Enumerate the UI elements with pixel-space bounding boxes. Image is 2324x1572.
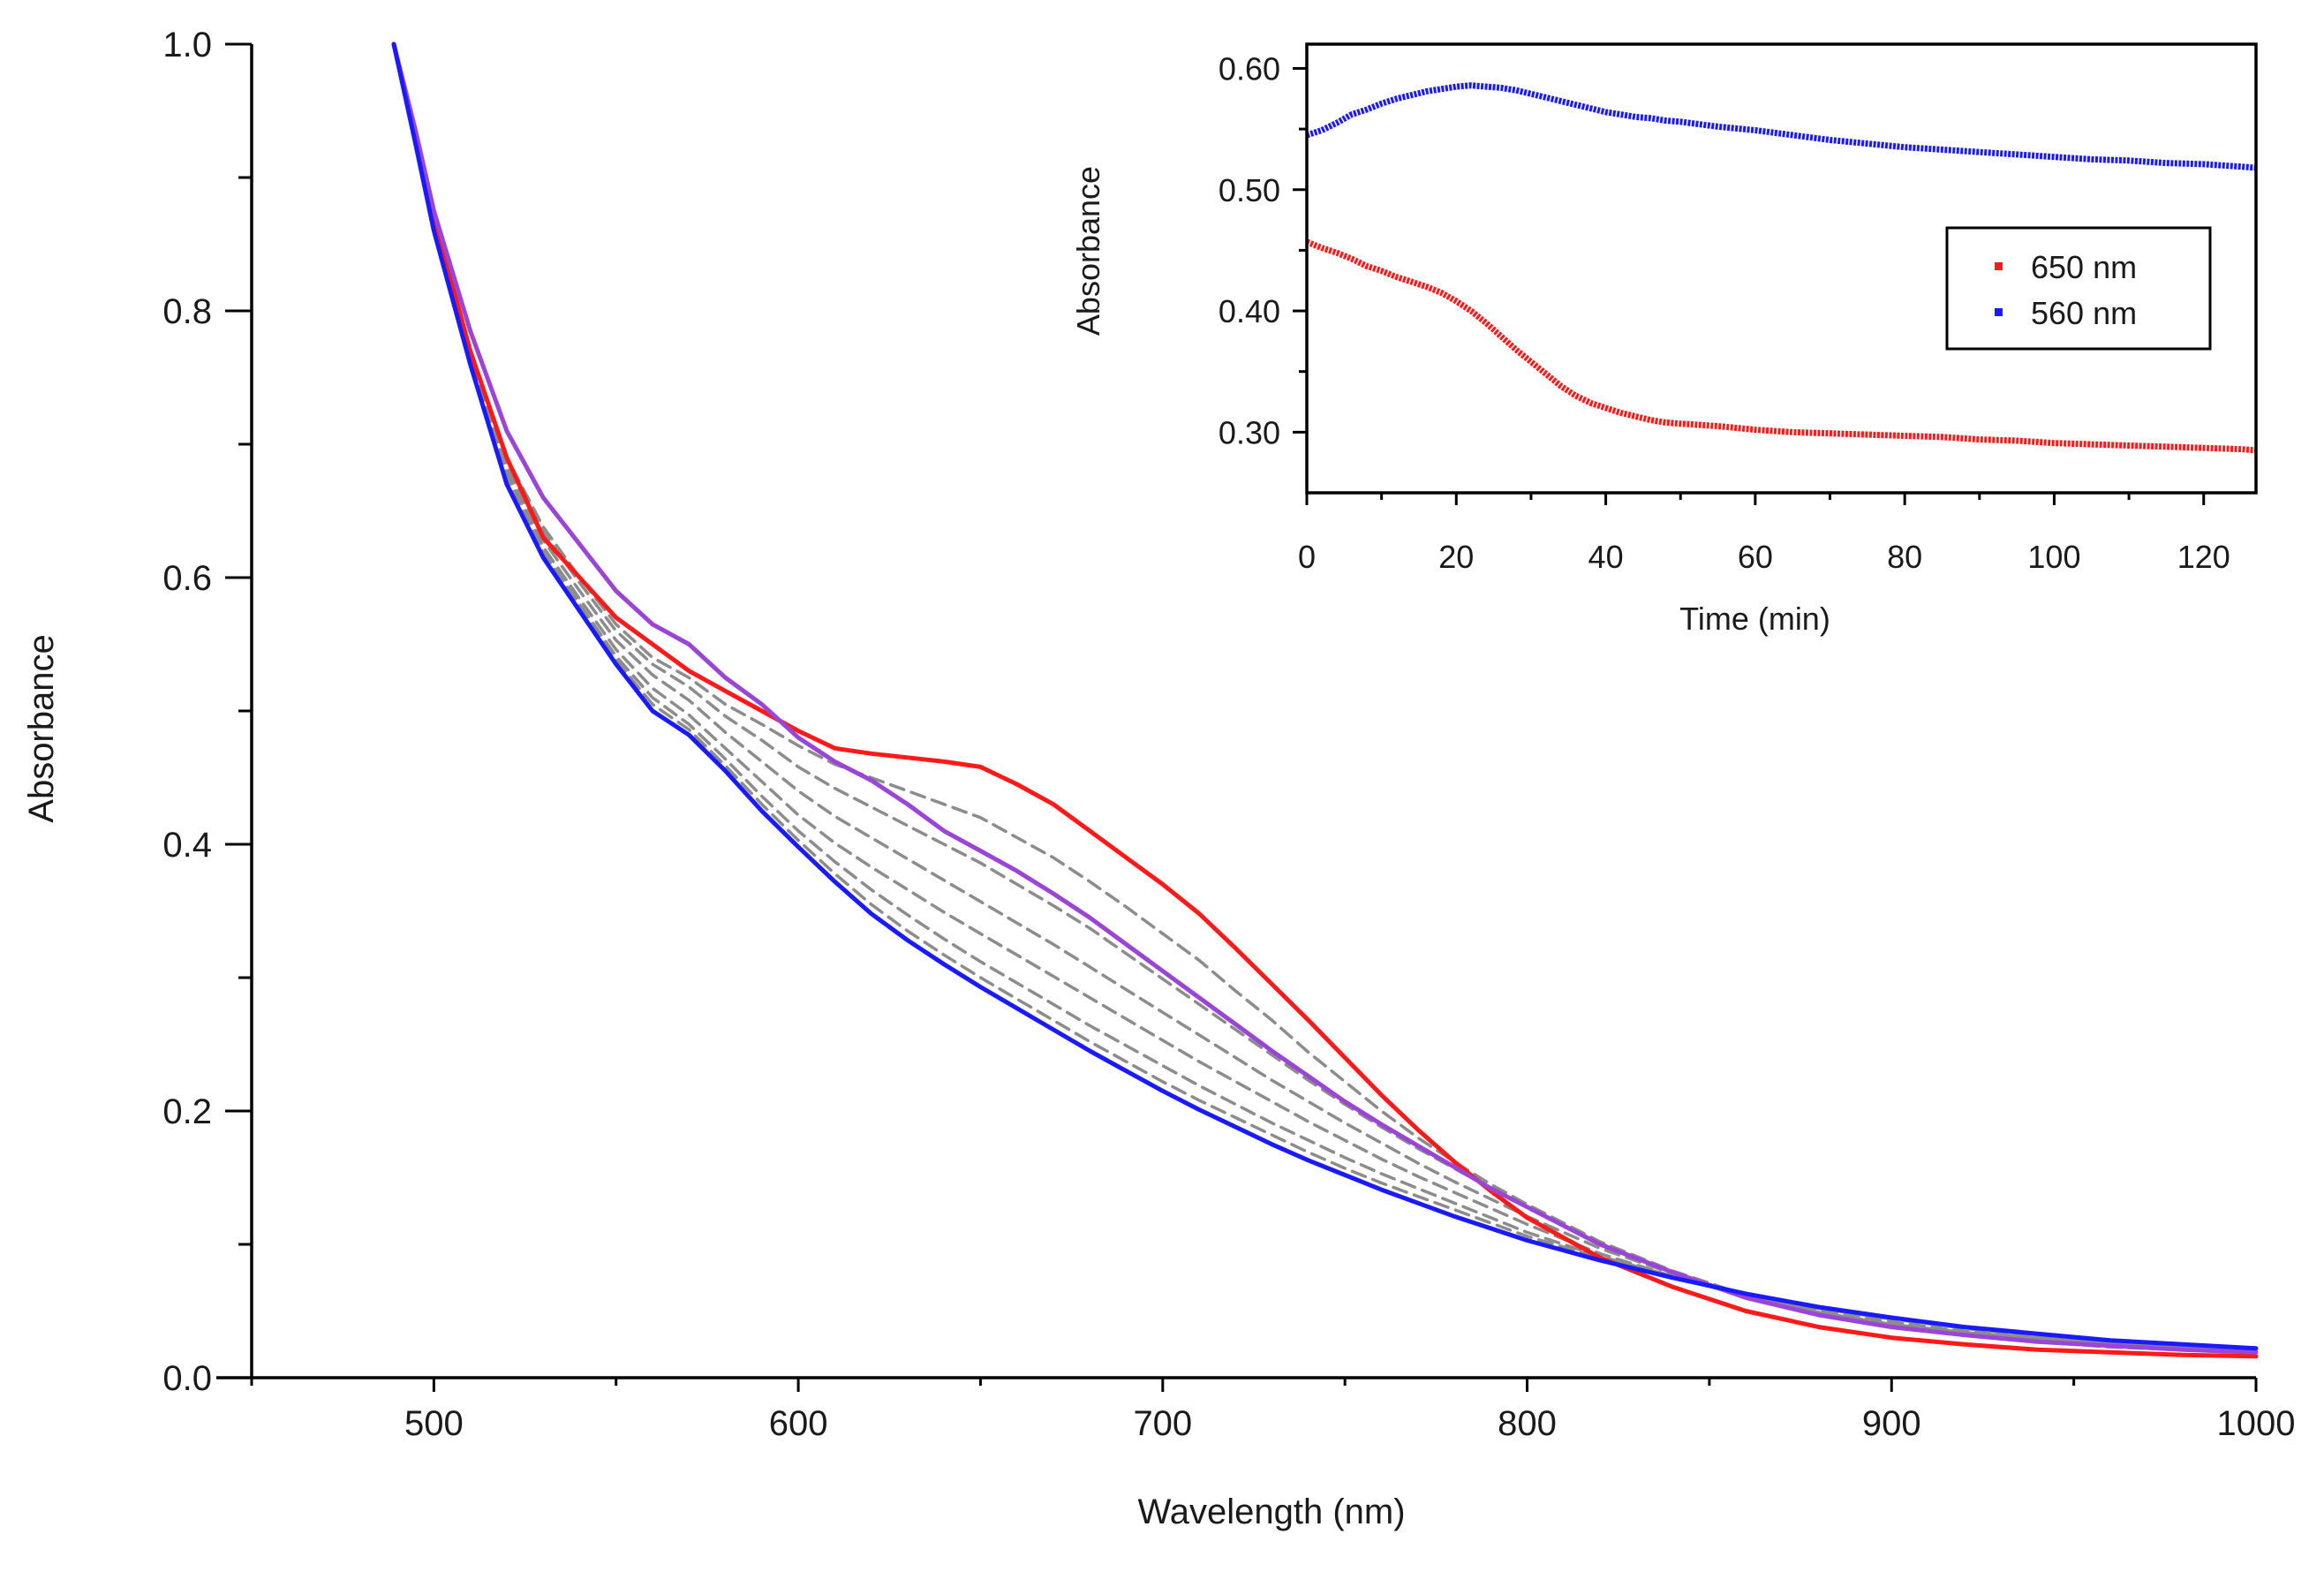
- x-tick-label: 500: [404, 1404, 464, 1443]
- series-line-1: [391, 42, 2259, 1355]
- inset-series-line-1: [1305, 82, 2257, 171]
- legend-label-560nm: 560 nm: [2031, 295, 2137, 331]
- y-tick-label: 0.2: [162, 1092, 212, 1131]
- inset-y-tick-label: 0.40: [1219, 293, 1280, 329]
- inset-x-tick-label: 120: [2177, 539, 2230, 575]
- inset-x-tick-label: 20: [1438, 539, 1474, 575]
- main-series-group: [391, 42, 2259, 1359]
- series-line-2: [391, 42, 2259, 1351]
- inset-y-tick-label: 0.50: [1219, 172, 1280, 208]
- y-tick-label: 0.6: [162, 559, 212, 598]
- x-axis-title: Wavelength (nm): [1137, 1493, 1405, 1531]
- inset-chart: 0 20 40 60 80 100 120 0.30 0.40 0.50 0.60 Time (mi…: [1070, 35, 2269, 652]
- y-tick-label: 0.4: [162, 826, 212, 865]
- inset-x-tick-label: 80: [1887, 539, 1922, 575]
- legend-marker-560nm: [1995, 308, 2003, 316]
- inset-series-line-0: [1305, 238, 2257, 454]
- inset-y-axis-title: Absorbance: [1070, 166, 1106, 336]
- inset-x-tick-label: 60: [1738, 539, 1773, 575]
- inset-x-tick-label: 0: [1298, 539, 1316, 575]
- legend-box: [1945, 226, 2212, 351]
- legend-marker-650nm: [1995, 262, 2003, 270]
- x-tick-label: 900: [1862, 1404, 1921, 1443]
- inset-x-tick-label: 100: [2027, 539, 2080, 575]
- x-tick-label: 1000: [2217, 1404, 2296, 1443]
- x-tick-label: 800: [1498, 1404, 1557, 1443]
- y-axis-title: Absorbance: [22, 634, 61, 822]
- inset-y-tick-label: 0.30: [1219, 414, 1280, 450]
- inset-legend: 650 nm 560 nm: [1945, 226, 2212, 351]
- inset-x-tick-label: 40: [1588, 539, 1624, 575]
- x-tick-label: 700: [1133, 1404, 1192, 1443]
- inset-y-tick-label: 0.60: [1219, 50, 1280, 87]
- inset-series-group: [1305, 82, 2257, 454]
- series-line-0: [391, 42, 2259, 1359]
- x-tick-label: 600: [769, 1404, 828, 1443]
- inset-frame: [1305, 42, 2258, 495]
- inset-axes: 0 20 40 60 80 100 120 0.30 0.40 0.50 0.60: [1219, 42, 2258, 575]
- inset-x-axis-title: Time (min): [1679, 601, 1830, 637]
- y-tick-label: 0.0: [162, 1359, 212, 1398]
- y-tick-label: 0.8: [162, 292, 212, 331]
- legend-label-650nm: 650 nm: [2031, 249, 2137, 285]
- y-tick-label: 1.0: [162, 26, 212, 64]
